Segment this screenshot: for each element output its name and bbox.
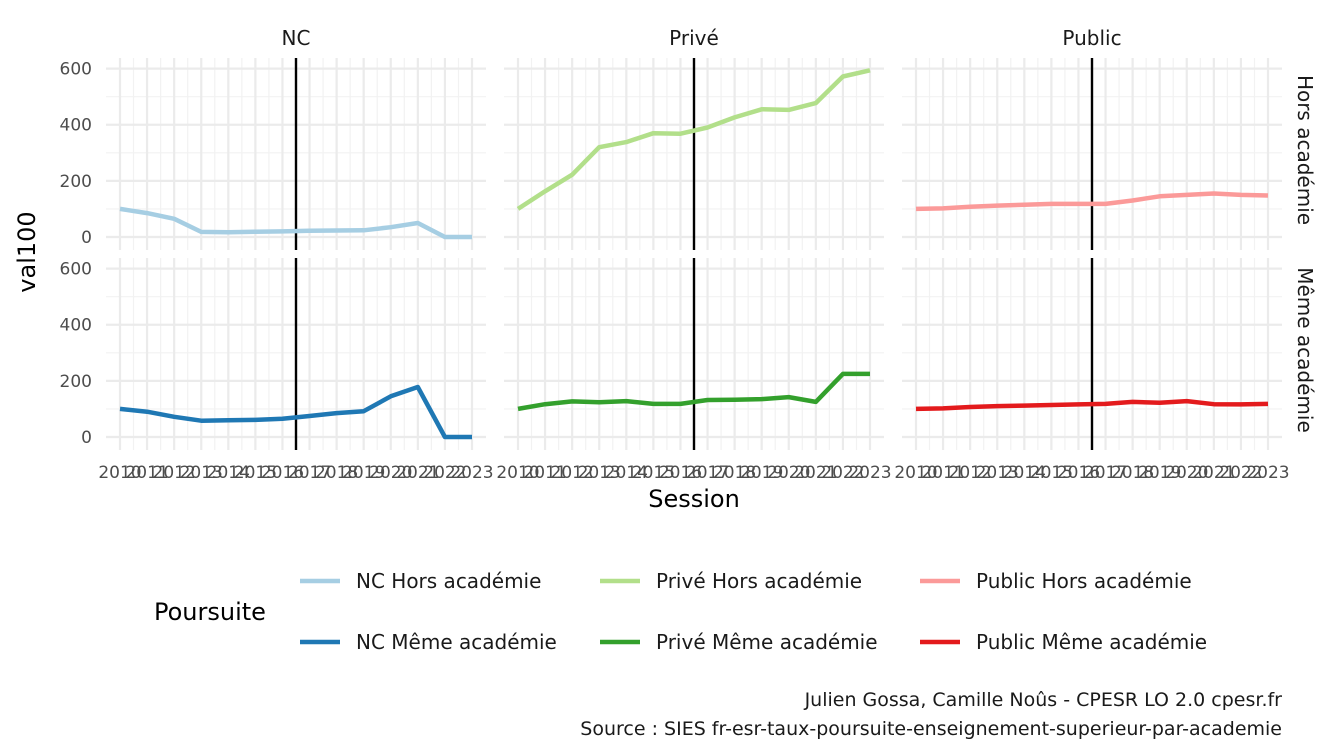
x-tick-label: 2022 (821, 463, 864, 483)
strip-label-row: Même académie (1293, 267, 1317, 433)
x-tick-label: 2020 (1165, 463, 1208, 483)
x-axis-title: Session (648, 485, 740, 513)
series-line-public-m-me-acad-mie (915, 398, 1269, 412)
x-tick-label: 2015 (632, 463, 675, 483)
y-tick-label: 200 (60, 372, 92, 392)
y-tick-label: 600 (60, 260, 92, 280)
x-tick-label: 2013 (578, 463, 621, 483)
x-tick-label: 2023 (848, 463, 891, 483)
series-line-nc-m-me-acad-mie (119, 384, 472, 440)
x-tick-label: 2011 (921, 463, 964, 483)
strip-label-nc: NC (282, 26, 311, 50)
legend-label: Public Même académie (976, 630, 1207, 654)
legend-title: Poursuite (154, 598, 266, 626)
legend-label: Privé Même académie (656, 630, 878, 654)
x-tick-label: 2022 (1219, 463, 1262, 483)
x-tick-label: 2010 (98, 463, 141, 483)
panel-privé-hors (504, 58, 884, 250)
x-tick-label: 2023 (450, 463, 493, 483)
panel-privé-meme (504, 258, 884, 450)
y-tick-label: 0 (81, 428, 92, 448)
series-line-priv-hors-acad-mie (516, 68, 871, 211)
y-tick-label: 200 (60, 172, 92, 192)
x-tick-label: 2013 (180, 463, 223, 483)
x-tick-label: 2019 (1138, 463, 1181, 483)
panels-layer (106, 58, 1282, 450)
x-tick-label: 2015 (1030, 463, 1073, 483)
y-tick-label: 400 (60, 316, 92, 336)
y-tick-label: 400 (60, 116, 92, 136)
legend-label: NC Même académie (356, 630, 557, 654)
x-tick-label: 2018 (1111, 463, 1154, 483)
x-tick-label: 2010 (894, 463, 937, 483)
panel-public-hors (902, 58, 1282, 250)
x-tick-label: 2020 (767, 463, 810, 483)
strips-layer: NC Privé Public Hors académie Même académie (282, 26, 1317, 433)
x-tick-label: 2015 (234, 463, 277, 483)
x-tick-label: 2011 (125, 463, 168, 483)
x-tick-label: 2023 (1246, 463, 1289, 483)
x-tick-label: 2022 (423, 463, 466, 483)
x-tick-label: 2016 (261, 463, 304, 483)
x-tick-label: 2020 (369, 463, 412, 483)
series-line-nc-hors-acad-mie (119, 206, 472, 240)
series-line-priv-m-me-acad-mie (517, 371, 870, 412)
x-tick-label: 2012 (153, 463, 196, 483)
panel-nc-hors (106, 58, 486, 250)
x-tick-label: 2012 (949, 463, 992, 483)
x-tick-label: 2021 (794, 463, 837, 483)
y-axis-title: val100 (13, 211, 41, 292)
x-tick-label: 2017 (686, 463, 729, 483)
caption-line-1: Julien Gossa, Camille Noûs - CPESR LO 2.… (804, 689, 1283, 711)
x-tick-label: 2021 (1192, 463, 1235, 483)
x-tick-label: 2018 (713, 463, 756, 483)
axes-layer: 0200400600020040060020102011201220132014… (60, 60, 1290, 483)
x-tick-label: 2018 (315, 463, 358, 483)
legend-label: NC Hors académie (356, 569, 541, 593)
panel-nc-meme (106, 258, 486, 450)
y-tick-label: 0 (81, 228, 92, 248)
x-tick-label: 2019 (740, 463, 783, 483)
panel-public-meme (902, 258, 1282, 450)
strip-label-public: Public (1062, 26, 1121, 50)
caption-line-2: Source : SIES fr-esr-taux-poursuite-ense… (580, 718, 1282, 740)
strip-label-row: Hors académie (1293, 75, 1317, 225)
x-tick-label: 2010 (496, 463, 539, 483)
x-tick-label: 2021 (396, 463, 439, 483)
legend-label: Public Hors académie (976, 569, 1192, 593)
series-line-public-hors-acad-mie (915, 191, 1269, 212)
x-tick-label: 2014 (605, 463, 648, 483)
x-tick-label: 2016 (659, 463, 702, 483)
legend-label: Privé Hors académie (656, 569, 862, 593)
x-tick-label: 2012 (551, 463, 594, 483)
strip-label-privé: Privé (669, 26, 719, 50)
x-tick-label: 2019 (342, 463, 385, 483)
x-tick-label: 2014 (207, 463, 250, 483)
x-tick-label: 2017 (1084, 463, 1127, 483)
x-tick-label: 2017 (288, 463, 331, 483)
x-tick-label: 2013 (976, 463, 1019, 483)
legend: NC Hors académie NC Même académie Privé Ho… (300, 569, 1207, 654)
x-tick-label: 2011 (523, 463, 566, 483)
x-tick-label: 2016 (1057, 463, 1100, 483)
x-tick-label: 2014 (1003, 463, 1046, 483)
y-tick-label: 600 (60, 60, 92, 80)
